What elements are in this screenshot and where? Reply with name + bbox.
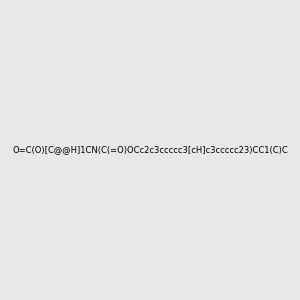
Text: O=C(O)[C@@H]1CN(C(=O)OCc2c3ccccc3[cH]c3ccccc23)CC1(C)C: O=C(O)[C@@H]1CN(C(=O)OCc2c3ccccc3[cH]c3c… <box>12 146 288 154</box>
